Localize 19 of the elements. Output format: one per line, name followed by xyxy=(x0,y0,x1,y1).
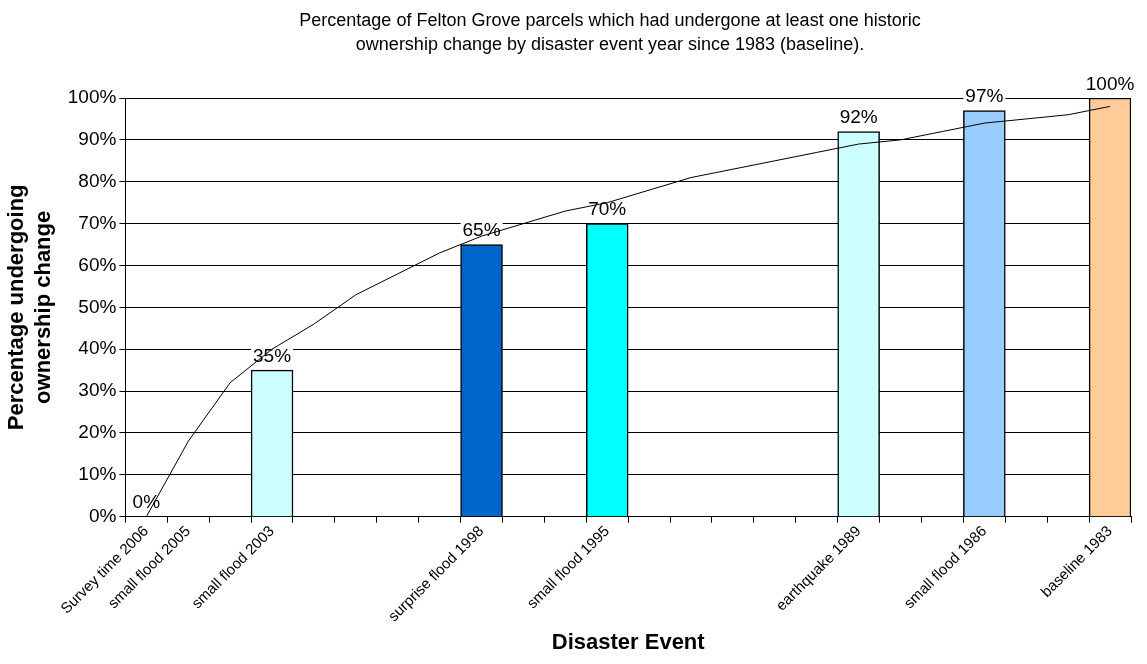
y-tick-label: 60% xyxy=(78,253,117,275)
y-tick-label: 40% xyxy=(78,337,117,359)
data-label: 100% xyxy=(1085,72,1135,94)
data-label: 70% xyxy=(588,198,627,220)
y-tick-label: 70% xyxy=(78,211,117,233)
y-tick-label: 30% xyxy=(78,379,117,401)
data-label: 92% xyxy=(839,106,878,128)
y-tick-label: 50% xyxy=(78,295,117,317)
y-tick-label: 20% xyxy=(78,421,117,443)
y-tick-label: 10% xyxy=(78,463,117,485)
y-tick-label: 90% xyxy=(78,128,117,150)
chart-title: Percentage of Felton Grove parcels which had undergone at least one historic ownership change by disaster event year since 1983 (baseline). xyxy=(298,9,922,56)
y-tick-label: 100% xyxy=(67,86,117,108)
data-label: 97% xyxy=(965,85,1004,107)
y-axis-title: Percentage undergoing ownership change xyxy=(3,184,55,431)
x-axis-title: Disaster Event xyxy=(551,628,706,654)
y-tick-label: 80% xyxy=(78,169,117,191)
y-tick-label: 0% xyxy=(88,504,117,526)
data-label: 65% xyxy=(462,219,501,241)
